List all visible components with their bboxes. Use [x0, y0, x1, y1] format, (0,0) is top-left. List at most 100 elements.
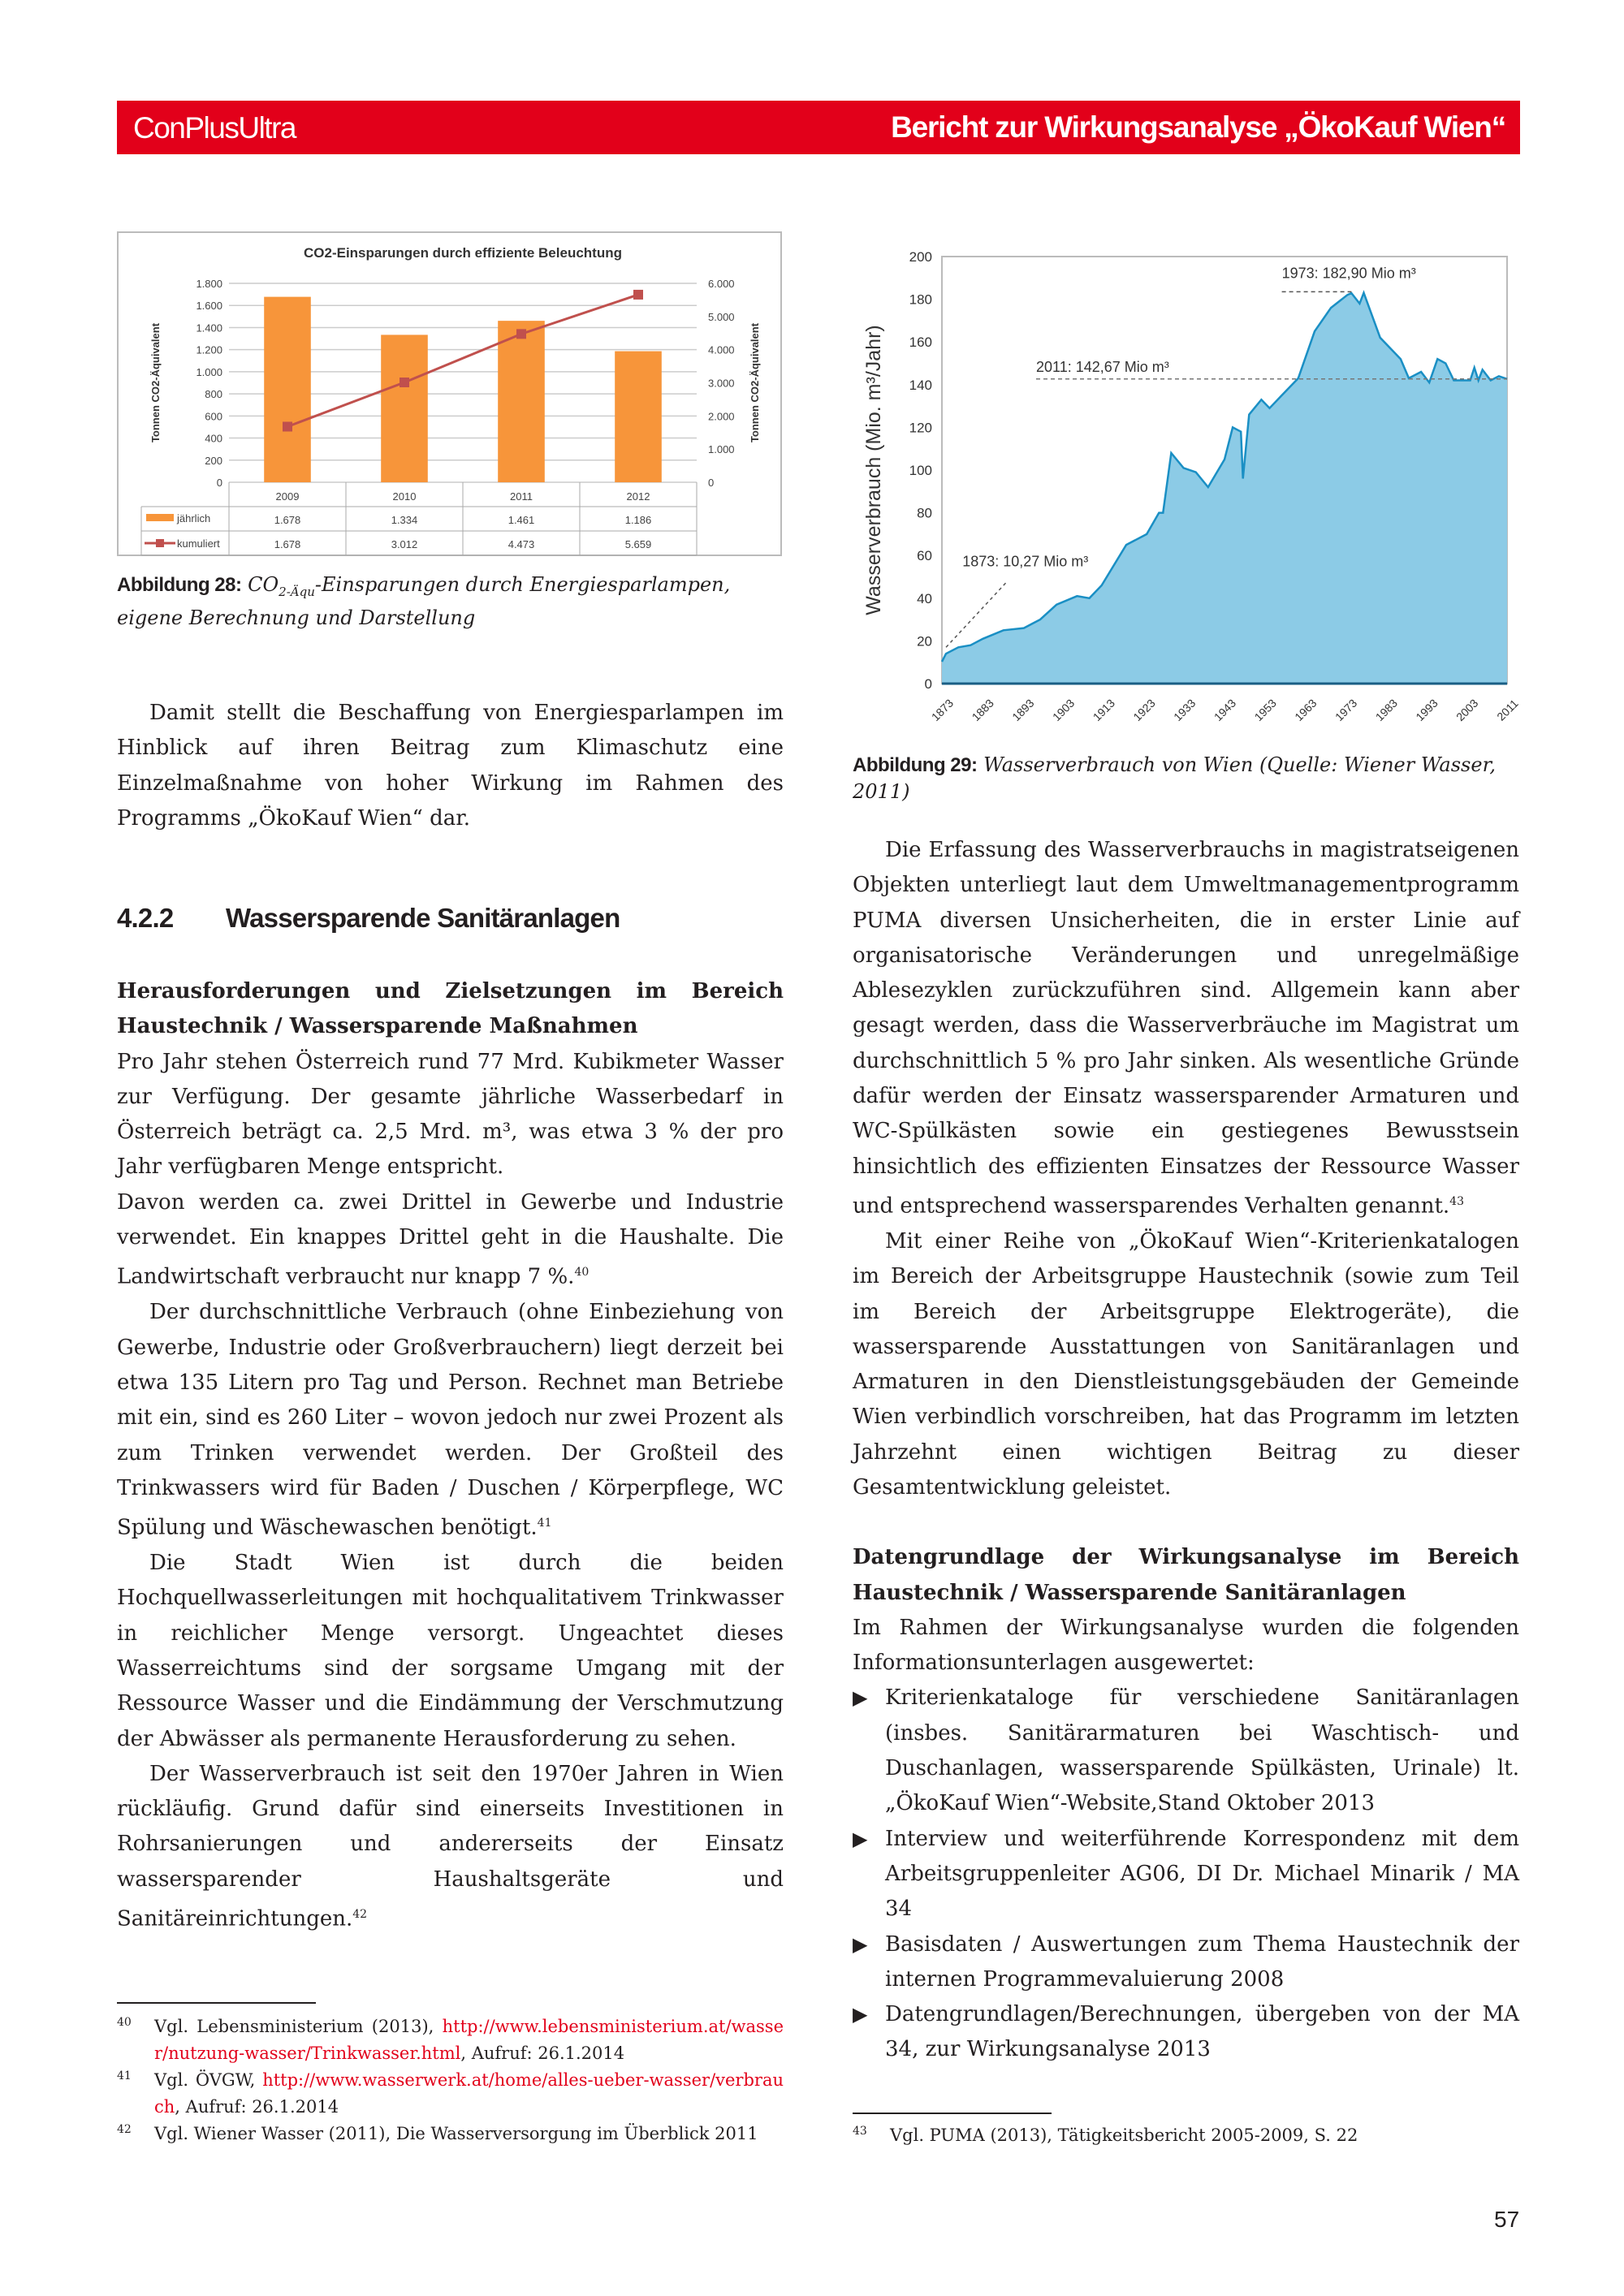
y-tick-label: 120	[909, 420, 932, 435]
y-tick-label: 140	[909, 378, 932, 393]
page-header: ConPlusUltra Bericht zur Wirkungsanalyse…	[117, 101, 1520, 154]
table-cell: 1.186	[625, 514, 652, 526]
annotation-peak: 1973: 182,90 Mio m³	[1282, 265, 1416, 281]
bullet-text: Interview und weiterführende Korresponde…	[885, 1826, 1519, 1922]
bullet-marker-icon: ▶	[853, 1932, 868, 1956]
section-heading: 4.2.2 Wassersparende Sanitäranlagen	[117, 903, 620, 934]
footnote-40: 40 Vgl. Lebensministerium (2013), http://…	[117, 2013, 784, 2067]
bullet-marker-icon: ▶	[853, 1686, 868, 1710]
legend-bar-swatch	[146, 514, 174, 521]
marker-2012	[633, 289, 643, 300]
x-tick-label: 1973	[1332, 697, 1359, 723]
footnotes-left: 40 Vgl. Lebensministerium (2013), http://…	[117, 2013, 784, 2147]
y-tick-label: 1.000	[196, 366, 222, 378]
bullet-text: Datengrundlagen/Berechnungen, übergeben …	[885, 2002, 1519, 2062]
footnote-text: , Aufruf: 26.1.2014	[175, 2097, 339, 2117]
y-axis-label: Tonnen CO2-Äquivalent	[149, 322, 162, 442]
y-tick-label: 40	[917, 591, 932, 606]
footnote-number: 40	[117, 2016, 132, 2029]
bullet-item: ▶ Kriterienkataloge für verschiedene Sani…	[853, 1681, 1519, 1821]
x-tick-label: 1993	[1413, 697, 1440, 723]
footnote-link[interactable]: http://www.lebensministerium.at/wasser/n…	[154, 2017, 784, 2063]
bullet-item: ▶ Datengrundlagen/Berechnungen, übergeben…	[853, 1997, 1519, 2068]
x-tick-label: 1963	[1292, 697, 1319, 723]
table-cell: 1.678	[274, 538, 301, 550]
table-cell: 3.012	[391, 538, 418, 550]
x-tick-label: 2010	[393, 490, 417, 503]
paragraph: Die Stadt Wien ist durch die beiden Hoch…	[117, 1551, 784, 1751]
y-tick-label: 160	[909, 334, 932, 350]
co2-savings-chart: CO2-Einsparungen durch effiziente Beleuc…	[117, 231, 782, 556]
table-cell: 1.334	[391, 514, 418, 526]
footnote-ref[interactable]: 41	[537, 1517, 552, 1530]
footnote-link[interactable]: http://www.wasserwerk.at/home/alles-uebe…	[154, 2070, 784, 2117]
table-cell: 4.473	[508, 538, 535, 550]
y-tick-label: 1.600	[196, 300, 222, 312]
y-tick-label: 1.800	[196, 278, 222, 290]
x-tick-label: 1943	[1212, 697, 1238, 723]
header-brand: ConPlusUltra	[133, 111, 296, 145]
footnote-text: Vgl. Wiener Wasser (2011), Die Wasserver…	[154, 2124, 758, 2143]
paragraph: Der durchschnittliche Verbrauch (ohne Ei…	[117, 1295, 784, 1546]
y2-tick-label: 5.000	[708, 311, 735, 323]
x-tick-label: 1873	[929, 697, 956, 723]
y-tick-label: 100	[909, 463, 932, 478]
bullet-marker-icon: ▶	[853, 1827, 868, 1850]
y-tick-label: 80	[917, 506, 932, 521]
caption-text: -Einsparungen durch Energiesparlampen, e…	[117, 573, 731, 629]
figure-28-caption: Abbildung 28: CO2-Äqu-Einsparungen durch…	[117, 572, 784, 631]
left-body: Herausforderungen und Zielsetzungen im B…	[117, 974, 784, 1937]
x-tick-label: 1923	[1130, 697, 1157, 723]
paragraph-text: Der Wasserverbrauch ist seit den 1970er …	[117, 1761, 784, 1931]
y2-tick-label: 1.000	[708, 443, 735, 455]
footnote-43: 43 Vgl. PUMA (2013), Tätigkeitsbericht 20…	[853, 2122, 1519, 2149]
footnote-number: 43	[853, 2125, 867, 2138]
x-tick-label: 2011	[510, 490, 533, 503]
water-consumption-chart: 0 20 40 60 80 100 120 140 160 180 200 Wasserverbrau…	[862, 249, 1521, 723]
marker-2009	[283, 421, 292, 432]
paragraph-text: Der durchschnittliche Verbrauch (ohne Ei…	[117, 1300, 784, 1540]
bar-2012	[615, 351, 662, 482]
footnote-ref[interactable]: 43	[1449, 1194, 1464, 1208]
bar-2009	[264, 296, 311, 482]
caption-co2: CO	[248, 573, 279, 596]
page-number: 57	[1494, 2207, 1520, 2232]
footnote-rule	[853, 2113, 1052, 2114]
footnotes-right: 43 Vgl. PUMA (2013), Tätigkeitsbericht 20…	[853, 2122, 1519, 2149]
x-tick-label: 1953	[1252, 697, 1279, 723]
y-tick-label: 0	[925, 676, 932, 692]
footnote-ref[interactable]: 40	[574, 1266, 590, 1280]
x-tick-label: 1913	[1091, 697, 1117, 723]
y-tick-label: 180	[909, 292, 932, 308]
bullet-list: ▶ Kriterienkataloge für verschiedene Sani…	[853, 1681, 1519, 2067]
caption-label: Abbildung 28:	[117, 574, 242, 596]
bullet-item: ▶ Interview und weiterführende Korrespond…	[853, 1822, 1519, 1927]
x-tick-label: 1883	[970, 697, 996, 723]
area-fill	[942, 292, 1507, 684]
marker-2011	[516, 329, 526, 339]
x-tick-label: 2009	[276, 490, 300, 503]
footnote-text: Vgl. PUMA (2013), Tätigkeitsbericht 2005…	[890, 2126, 1358, 2145]
paragraph-text: Davon werden ca. zwei Drittel in Gewerbe…	[117, 1189, 784, 1290]
footnote-ref[interactable]: 42	[352, 1908, 368, 1922]
bar-2011	[498, 321, 545, 482]
paragraph: Die Erfassung des Wasserverbrauchs in ma…	[853, 833, 1519, 1224]
footnote-number: 42	[117, 2123, 132, 2136]
y-tick-label: 800	[205, 388, 222, 400]
footnote-text: Vgl. ÖVGW,	[154, 2070, 263, 2090]
footnote-text: Vgl. Lebensministerium (2013),	[154, 2017, 443, 2036]
table-cell: 1.678	[274, 514, 301, 526]
left-intro: Damit stellt die Beschaffung von Energie…	[117, 696, 784, 836]
footnote-number: 41	[117, 2069, 132, 2082]
figure-29-caption: Abbildung 29: Wasserverbrauch von Wien (…	[853, 752, 1519, 805]
x-tick-label: 1983	[1373, 697, 1400, 723]
subheading: Datengrundlage der Wirkungsanalyse im Be…	[853, 1545, 1519, 1605]
section-number: 4.2.2	[117, 903, 174, 933]
table-cell: 1.461	[508, 514, 535, 526]
y-tick-label: 200	[205, 455, 222, 467]
bullet-marker-icon: ▶	[853, 2003, 868, 2026]
paragraph: Der Wasserverbrauch ist seit den 1970er …	[117, 1757, 784, 1937]
x-tick-label: 2012	[627, 490, 650, 503]
caption-label: Abbildung 29:	[853, 754, 978, 776]
y-tick-label: 60	[917, 548, 932, 563]
